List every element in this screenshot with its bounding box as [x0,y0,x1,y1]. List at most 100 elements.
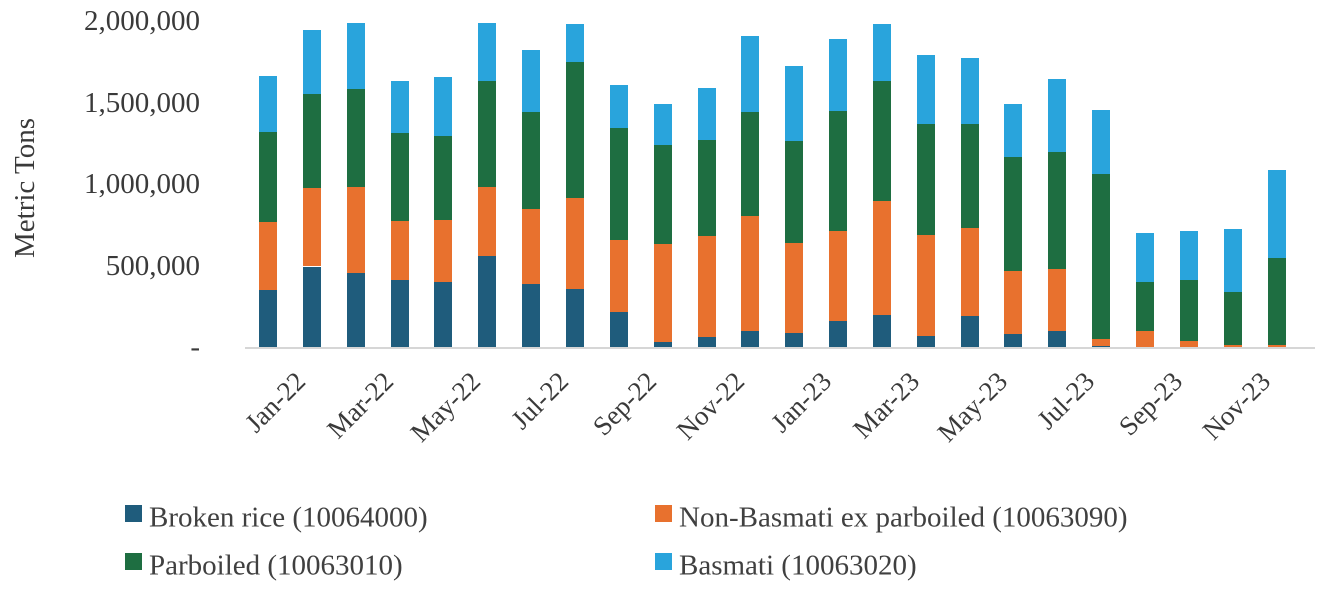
bar-segment-feb-22-basmati [302,30,321,94]
legend-swatch-icon [655,553,672,570]
bar-segment-nov-22-basmati [697,88,716,141]
bar-segment-mar-23-broken [872,314,891,348]
bar-segment-mar-23-basmati [872,23,891,81]
bar-segment-jul-23-broken [1048,330,1067,348]
bar-segment-may-22-basmati [434,77,453,137]
legend-label: Basmati (10063020) [679,549,917,582]
bar-segment-nov-22-non-basmati [697,236,716,337]
bar-segment-apr-23-broken [916,335,935,348]
bar-segment-jul-23-parboiled [1048,151,1067,269]
bar-segment-sep-22-broken [609,312,628,348]
bar-segment-sep-23-parboiled [1136,281,1154,331]
bar-segment-nov-23-basmati [1223,229,1242,292]
bar-segment-jun-23-parboiled [1004,157,1023,271]
bar-segment-may-22-broken [434,281,453,348]
bar-segment-oct-23-non-basmati [1179,341,1198,348]
bar-segment-aug-23-parboiled [1092,173,1111,340]
bar-segment-aug-23-basmati [1092,110,1111,174]
bar-segment-jun-23-broken [1004,334,1023,348]
legend-label: Non-Basmati ex parboiled (10063090) [679,501,1128,534]
bar-segment-dec-22-non-basmati [741,215,760,331]
bar-segment-dec-23-parboiled [1267,257,1286,345]
legend-swatch-icon [125,505,142,522]
bar-segment-apr-23-non-basmati [916,234,935,336]
bar-segment-jun-22-parboiled [478,80,497,188]
bar-segment-may-22-parboiled [434,136,453,221]
bar-segment-may-23-broken [960,316,979,348]
legend-item-basmati: Basmati (10063020) [655,551,917,580]
bar-segment-may-23-parboiled [960,123,979,229]
bar-segment-jan-23-broken [785,332,804,348]
legend-label: Parboiled (10063010) [149,549,403,582]
bar-segment-feb-23-parboiled [829,110,848,231]
bar-segment-jul-23-non-basmati [1048,268,1067,331]
bar-segment-dec-23-basmati [1267,170,1286,258]
bar-segment-jun-22-basmati [478,22,497,81]
bar-segment-apr-22-basmati [390,81,409,133]
bar-segment-apr-22-broken [390,279,409,348]
bar-segment-aug-22-parboiled [565,61,584,199]
bar-segment-feb-22-broken [302,266,321,348]
bar-segment-mar-22-broken [346,273,365,348]
bar-segment-oct-22-non-basmati [653,244,672,343]
bar-segment-jun-22-broken [478,255,497,348]
bar-segment-aug-23-non-basmati [1092,339,1111,347]
bar-segment-sep-22-basmati [609,84,628,128]
y-tick-label: 1,000,000 [84,168,200,200]
y-tick-label: - [190,331,200,363]
bar-segment-jun-22-non-basmati [478,187,497,256]
bar-segment-jun-23-basmati [1004,103,1023,158]
bar-segment-dec-23-non-basmati [1267,344,1286,348]
y-tick-label: 2,000,000 [84,5,200,37]
bar-segment-apr-23-parboiled [916,123,935,235]
bar-segment-jan-23-parboiled [785,140,804,243]
legend-item-broken: Broken rice (10064000) [125,503,428,532]
bar-segment-jan-22-basmati [259,75,277,133]
bar-segment-may-23-non-basmati [960,228,979,317]
bar-segment-mar-23-non-basmati [872,201,891,315]
bar-segment-dec-22-parboiled [741,111,760,216]
bar-segment-mar-23-parboiled [872,80,891,202]
bar-segment-jan-23-basmati [785,66,804,141]
bar-segment-oct-22-broken [653,342,672,348]
bar-segment-may-23-basmati [960,57,979,124]
bar-segment-feb-22-parboiled [302,93,321,189]
bar-segment-sep-22-non-basmati [609,240,628,313]
bar-segment-jul-22-basmati [522,49,541,113]
bar-segment-mar-22-non-basmati [346,187,365,273]
bar-segment-sep-23-basmati [1136,233,1154,282]
bar-segment-may-22-non-basmati [434,220,453,282]
bar-segment-nov-23-non-basmati [1223,344,1242,348]
bar-segment-apr-22-parboiled [390,132,409,221]
bar-segment-feb-23-non-basmati [829,230,848,322]
bar-segment-jan-23-non-basmati [785,242,804,333]
bar-segment-jul-23-basmati [1048,79,1067,152]
bar-segment-feb-22-non-basmati [302,188,321,267]
bar-segment-oct-22-basmati [653,104,672,146]
bar-segment-oct-23-basmati [1179,230,1198,280]
bar-segment-jul-22-parboiled [522,112,541,210]
bar-segment-feb-23-broken [829,321,848,348]
bar-segment-sep-22-parboiled [609,127,628,241]
bar-segment-jan-22-parboiled [259,132,277,222]
bar-segment-aug-22-non-basmati [565,198,584,290]
legend-item-non-basmati: Non-Basmati ex parboiled (10063090) [655,503,1128,532]
x-axis-line [245,347,1315,349]
y-tick-label: 500,000 [105,249,200,282]
bar-segment-apr-22-non-basmati [390,220,409,280]
bar-segment-aug-22-basmati [565,23,584,62]
legend-label: Broken rice (10064000) [149,501,428,534]
bar-segment-oct-23-parboiled [1179,279,1198,342]
bar-segment-mar-22-parboiled [346,88,365,188]
bar-segment-feb-23-basmati [829,39,848,111]
legend-swatch-icon [655,505,672,522]
bar-segment-jan-22-non-basmati [259,221,277,291]
bar-segment-nov-23-parboiled [1223,291,1242,345]
bar-segment-mar-22-basmati [346,22,365,89]
y-tick-label: 1,500,000 [84,86,200,119]
bar-segment-jul-22-broken [522,284,541,348]
bar-segment-dec-22-broken [741,330,760,348]
bar-segment-sep-23-non-basmati [1136,330,1154,348]
legend-item-parboiled: Parboiled (10063010) [125,551,403,580]
